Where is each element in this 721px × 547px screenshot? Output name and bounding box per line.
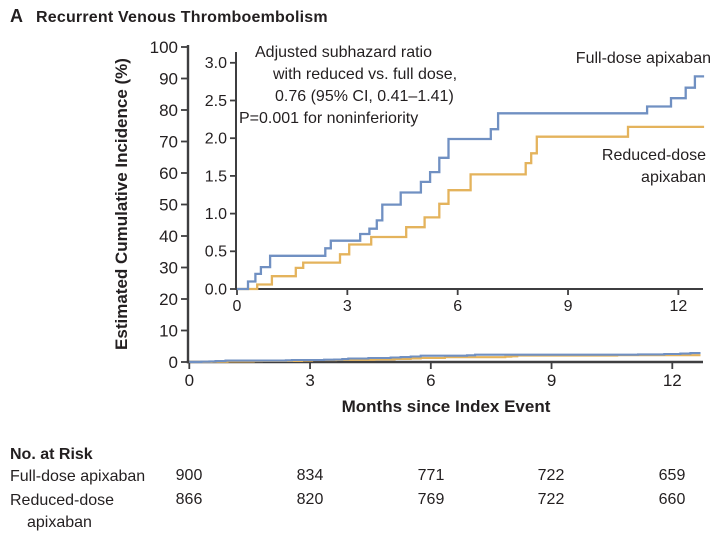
risk-row-label-reduced-dose: Reduced-dose (10, 492, 115, 509)
annotation-line-3: 0.76 (95% CI, 0.41–1.41) (275, 88, 454, 105)
y-axis-label: Estimated Cumulative Incidence (%) (112, 58, 131, 350)
risk-count: 866 (175, 491, 203, 508)
main-y-tick-label: 0 (169, 353, 178, 372)
inset-x-tick-label: 12 (669, 298, 687, 315)
main-y-tick-label: 70 (159, 132, 178, 151)
risk-row-label-reduced-dose-line2: apixaban (27, 514, 92, 531)
curve-label-reduced-line1: Reduced-dose (601, 147, 706, 164)
main-y-tick-label: 100 (150, 38, 178, 57)
annotation-line-4: P=0.001 for noninferiority (239, 110, 419, 127)
annotation-line-1: Adjusted subhazard ratio (255, 44, 432, 61)
main-y-tick-label: 60 (159, 164, 178, 183)
risk-row-label-full-dose: Full-dose apixaban (10, 468, 146, 485)
curve-label-reduced-line2: apixaban (641, 169, 706, 186)
risk-count: 820 (296, 491, 324, 508)
risk-count: 722 (537, 491, 565, 508)
risk-count: 659 (658, 467, 686, 484)
curve-label-reduced-dose: Reduced-dose apixaban (506, 145, 706, 189)
main-x-tick-label: 3 (305, 371, 314, 390)
inset-y-tick-label: 1.5 (205, 168, 227, 185)
hazard-ratio-annotation: Adjusted subhazard ratio with reduced vs… (239, 42, 457, 130)
main-curve-full-dose-apixaban (189, 352, 701, 364)
inset-x-tick-label: 6 (453, 298, 462, 315)
main-y-tick-label: 20 (159, 290, 178, 309)
inset-y-tick-label: 3.0 (205, 55, 227, 72)
inset-x-tick-label: 0 (233, 298, 242, 315)
annotation-line-2: with reduced vs. full dose, (273, 66, 458, 83)
inset-y-tick-label: 1.0 (205, 206, 227, 223)
main-x-tick-label: 12 (663, 371, 682, 390)
risk-count: 900 (175, 467, 203, 484)
main-y-tick-label: 80 (159, 101, 178, 120)
inset-curve-full-dose-apixaban (237, 75, 705, 291)
main-x-tick-label: 9 (547, 371, 556, 390)
inset-y-tick-label: 2.5 (205, 93, 227, 110)
main-y-tick-label: 50 (159, 195, 178, 214)
inset-curve-reduced-dose-apixaban (237, 125, 705, 291)
risk-table-heading: No. at Risk (10, 446, 93, 463)
main-y-tick-label: 10 (159, 321, 178, 340)
panel-letter: A (10, 6, 23, 26)
risk-count: 769 (417, 491, 445, 508)
risk-count: 660 (658, 491, 686, 508)
curve-label-full-dose: Full-dose apixaban (575, 50, 711, 67)
inset-y-tick-label: 0.5 (205, 244, 227, 261)
risk-count: 771 (417, 467, 445, 484)
main-x-tick-label: 0 (185, 371, 194, 390)
inset-y-tick-label: 0.0 (205, 281, 227, 298)
inset-x-tick-label: 9 (564, 298, 573, 315)
main-x-tick-label: 6 (426, 371, 435, 390)
risk-count: 834 (296, 467, 324, 484)
figure-title: Recurrent Venous Thromboembolism (36, 9, 328, 26)
inset-x-tick-label: 3 (343, 298, 352, 315)
main-y-tick-label: 40 (159, 227, 178, 246)
inset-y-tick-label: 2.0 (205, 131, 227, 148)
risk-count: 722 (537, 467, 565, 484)
x-axis-label: Months since Index Event (341, 397, 551, 416)
main-y-tick-label: 90 (159, 69, 178, 88)
main-y-tick-label: 30 (159, 258, 178, 277)
